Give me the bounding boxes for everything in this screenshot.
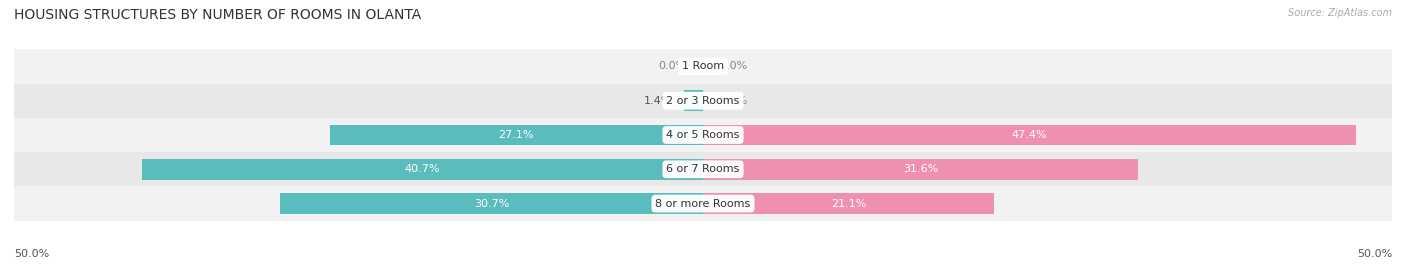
Text: 40.7%: 40.7% <box>405 164 440 174</box>
Text: 4 or 5 Rooms: 4 or 5 Rooms <box>666 130 740 140</box>
Text: HOUSING STRUCTURES BY NUMBER OF ROOMS IN OLANTA: HOUSING STRUCTURES BY NUMBER OF ROOMS IN… <box>14 8 422 22</box>
Text: Source: ZipAtlas.com: Source: ZipAtlas.com <box>1288 8 1392 18</box>
Text: 8 or more Rooms: 8 or more Rooms <box>655 198 751 208</box>
Text: 21.1%: 21.1% <box>831 198 866 208</box>
Bar <box>14 49 1392 84</box>
Bar <box>280 193 703 214</box>
Text: 1 Room: 1 Room <box>682 62 724 72</box>
Text: 0.0%: 0.0% <box>720 62 748 72</box>
Bar <box>14 186 1392 221</box>
Bar <box>329 125 703 145</box>
Bar <box>703 125 1357 145</box>
Bar <box>14 152 1392 186</box>
Text: 47.4%: 47.4% <box>1012 130 1047 140</box>
Text: 2 or 3 Rooms: 2 or 3 Rooms <box>666 96 740 106</box>
Bar <box>703 159 1139 180</box>
Text: 0.0%: 0.0% <box>720 96 748 106</box>
Text: 50.0%: 50.0% <box>14 249 49 259</box>
Bar <box>14 118 1392 152</box>
Text: 50.0%: 50.0% <box>1357 249 1392 259</box>
Text: 1.4%: 1.4% <box>644 96 672 106</box>
Text: 31.6%: 31.6% <box>903 164 938 174</box>
Bar <box>703 193 994 214</box>
Bar <box>14 84 1392 118</box>
Text: 0.0%: 0.0% <box>658 62 686 72</box>
Bar <box>142 159 703 180</box>
Text: 30.7%: 30.7% <box>474 198 509 208</box>
Text: 6 or 7 Rooms: 6 or 7 Rooms <box>666 164 740 174</box>
Text: 27.1%: 27.1% <box>499 130 534 140</box>
Bar <box>683 90 703 111</box>
